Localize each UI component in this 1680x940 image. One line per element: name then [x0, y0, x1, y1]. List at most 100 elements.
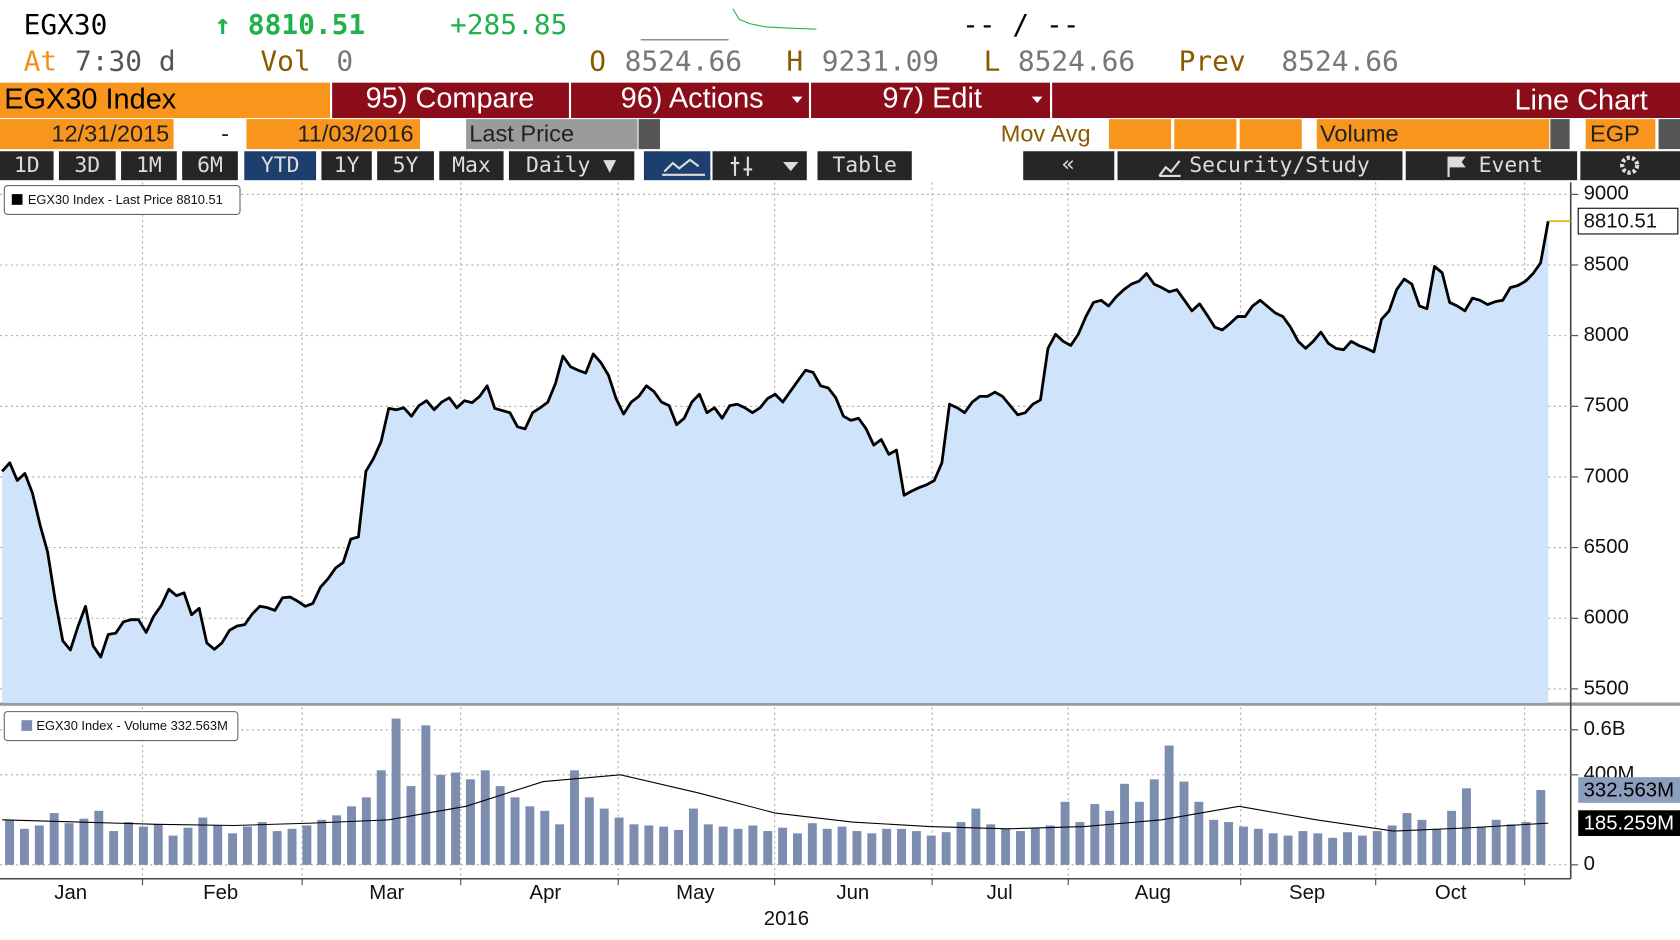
range[interactable]: YTD: [261, 153, 300, 178]
volume-bar: [540, 810, 550, 865]
volume-bar: [1164, 745, 1174, 865]
range[interactable]: 6M: [197, 153, 223, 178]
volume-bar: [1134, 801, 1144, 865]
table[interactable]: Table: [832, 153, 896, 178]
range[interactable]: 1D: [14, 153, 40, 178]
view-box[interactable]: [1052, 82, 1680, 119]
compare-button[interactable]: [332, 82, 569, 119]
view[interactable]: Line Chart: [1514, 85, 1647, 117]
compare[interactable]: 95) Compare: [366, 82, 535, 114]
lower-study[interactable]: Volume: [1320, 120, 1399, 146]
period-button[interactable]: [508, 151, 635, 181]
lower-box[interactable]: [1316, 119, 1550, 150]
actions-button[interactable]: [571, 82, 809, 119]
volume-bar: [763, 831, 773, 865]
range-button[interactable]: [58, 151, 116, 181]
range[interactable]: Max: [452, 153, 491, 178]
settings-button[interactable]: [1580, 151, 1680, 181]
lower-dropdown[interactable]: [1550, 119, 1570, 150]
volume-bar: [1030, 827, 1040, 865]
mov-avg-box[interactable]: [1174, 119, 1237, 150]
x-tick-label: Apr: [530, 882, 562, 904]
field-dropdown[interactable]: [638, 119, 660, 150]
edit[interactable]: 97) Edit: [882, 82, 982, 114]
range-button[interactable]: [121, 151, 177, 181]
start-date[interactable]: 12/31/2015: [51, 120, 169, 146]
range-button[interactable]: [0, 151, 54, 181]
event[interactable]: Event: [1479, 153, 1543, 178]
field[interactable]: Last Price: [469, 120, 574, 146]
range-button[interactable]: [244, 151, 317, 181]
volume-bar: [436, 774, 446, 865]
sparkline: [732, 8, 817, 30]
volume-bar: [138, 826, 148, 865]
end-box[interactable]: [246, 119, 420, 150]
start-box[interactable]: [0, 119, 174, 150]
volume-bar: [674, 829, 684, 865]
volume-bar: [1313, 833, 1323, 865]
low: 8524.66: [1018, 44, 1135, 77]
volume-bar: [1447, 810, 1457, 865]
volume-bar: [1179, 781, 1189, 865]
table-button[interactable]: [817, 151, 912, 181]
range-button[interactable]: [377, 151, 434, 181]
calendar-icon[interactable]: [176, 122, 201, 146]
net-change: +285.85: [450, 8, 567, 41]
volume-bar: [287, 828, 297, 865]
value-label: 185.259M: [1584, 813, 1674, 835]
range[interactable]: 1M: [136, 153, 162, 178]
end-date[interactable]: 11/03/2016: [297, 120, 413, 146]
legend-label: EGX30 Index - Volume 332.563M: [36, 718, 227, 733]
price-line: [1, 220, 1550, 659]
volume-bar: [1209, 819, 1219, 865]
range[interactable]: 3D: [74, 153, 100, 178]
volume-bar: [911, 831, 921, 865]
event-button[interactable]: [1405, 151, 1578, 181]
y-tick-label: 0: [1584, 853, 1595, 875]
volume-bar: [1343, 832, 1352, 865]
mov-avg-box[interactable]: [1239, 119, 1302, 150]
volume-bar: [1239, 826, 1248, 865]
y-tick-label: 6500: [1584, 536, 1629, 558]
currency-box[interactable]: [1585, 119, 1656, 150]
volume-bar: [361, 797, 371, 865]
volume-bar: [1298, 831, 1308, 865]
edit-button[interactable]: [811, 82, 1050, 119]
mov-avg-box[interactable]: [1108, 119, 1172, 150]
x-tick-label: Mar: [369, 882, 404, 904]
time-label: At: [24, 44, 58, 77]
vol-label: Vol: [260, 44, 310, 77]
actions[interactable]: 96) Actions: [621, 82, 764, 114]
security-box[interactable]: [0, 82, 330, 119]
volume-bar: [1357, 835, 1367, 865]
volume-bar: [465, 779, 475, 865]
volume-bar: [1060, 801, 1070, 865]
range[interactable]: 1Y: [334, 153, 360, 178]
currency-dropdown[interactable]: [1658, 119, 1680, 150]
range-button[interactable]: [439, 151, 504, 181]
time: 7:30 d: [75, 44, 176, 77]
back[interactable]: «: [1062, 152, 1075, 177]
back-button[interactable]: [1023, 151, 1115, 181]
volume-bar: [1506, 824, 1516, 865]
bar-icon: [730, 156, 799, 176]
range-button[interactable]: [321, 151, 372, 181]
last-price-label: 8810.51: [1584, 211, 1658, 233]
field-box[interactable]: [466, 119, 638, 150]
volume-bar: [718, 826, 728, 865]
security-study[interactable]: Security/Study: [1189, 153, 1370, 178]
volume-bar: [1253, 828, 1263, 865]
volume-bar: [257, 822, 267, 865]
volume-bar: [317, 819, 327, 865]
volume-bar: [242, 826, 252, 865]
range[interactable]: 5Y: [393, 153, 419, 178]
volume-bar: [941, 832, 951, 865]
moving-average: [2, 774, 1549, 832]
security[interactable]: EGX30 Index: [4, 84, 176, 116]
currency[interactable]: EGP: [1590, 120, 1640, 146]
volume-bar: [1090, 804, 1100, 865]
volume-bar: [1387, 825, 1397, 865]
calendar-icon[interactable]: [423, 122, 447, 146]
period[interactable]: Daily ▼: [526, 153, 616, 178]
range-button[interactable]: [182, 151, 238, 181]
